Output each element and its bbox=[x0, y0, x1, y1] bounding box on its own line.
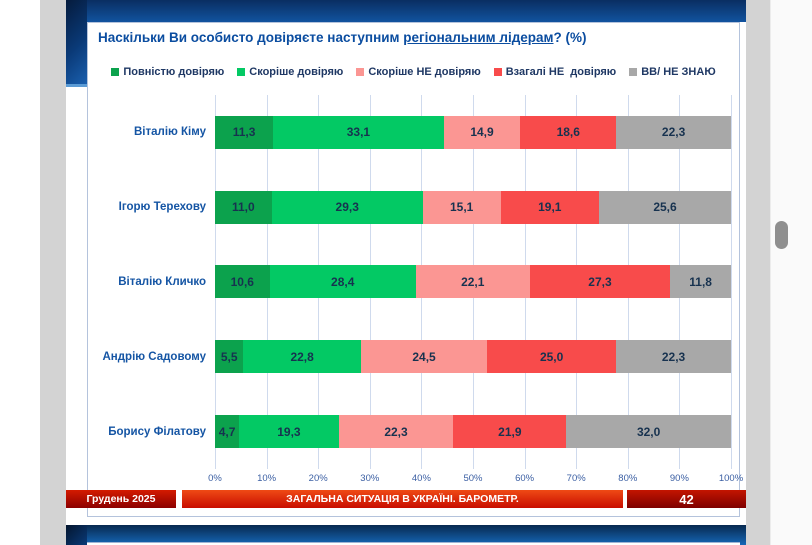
chart-area: Віталію Кіму 11,3 33,1 14,9 18,6 22,3 Ігорю Те… bbox=[88, 95, 743, 484]
bar-segment: 11,0 bbox=[215, 190, 272, 224]
footer-page-number: 42 bbox=[627, 490, 746, 508]
bar-segment: 22,1 bbox=[415, 265, 530, 299]
bar-segment: 25,0 bbox=[487, 340, 617, 374]
x-axis-tick-label: 70% bbox=[566, 473, 586, 484]
bar-segment: 5,5 bbox=[215, 340, 244, 374]
bar-segment: 28,4 bbox=[269, 265, 416, 299]
category-label: Віталію Кличко bbox=[118, 275, 206, 288]
bar-segment: 19,3 bbox=[239, 415, 339, 449]
slide-content-panel: Наскільки Ви особисто довіряєте наступни… bbox=[87, 22, 743, 517]
legend-item: Скоріше НЕ довіряю bbox=[356, 65, 481, 79]
legend-label: Скоріше НЕ довіряю bbox=[368, 66, 481, 78]
bar-segment: 22,3 bbox=[616, 340, 732, 374]
bar-segment: 11,3 bbox=[215, 115, 274, 149]
stacked-bar: 11,0 29,3 15,1 19,1 25,6 bbox=[215, 190, 731, 224]
bar-segment: 22,3 bbox=[616, 115, 731, 149]
next-slide-top-bar bbox=[66, 525, 746, 545]
chart-title: Наскільки Ви особисто довіряєте наступни… bbox=[98, 30, 731, 45]
legend-item: Повністю довіряю bbox=[111, 65, 224, 79]
chart-title-prefix: Наскільки Ви особисто довіряєте наступни… bbox=[98, 30, 404, 45]
chart-legend: Повністю довіряю Скоріше довіряю Скоріше Н… bbox=[88, 65, 739, 79]
next-slide-panel-edge bbox=[87, 542, 740, 545]
bar-segment: 10,6 bbox=[215, 265, 270, 299]
bar-segment: 19,1 bbox=[500, 190, 600, 224]
chart-rows: Віталію Кіму 11,3 33,1 14,9 18,6 22,3 Ігорю Те… bbox=[88, 95, 739, 469]
legend-swatch-icon bbox=[493, 68, 502, 76]
bar-segment: 24,5 bbox=[360, 340, 488, 374]
legend-item: Скоріше довіряю bbox=[237, 65, 343, 79]
bar-segment: 11,8 bbox=[670, 265, 732, 299]
scrollbar-track[interactable] bbox=[770, 0, 812, 545]
slide-footer: Грудень 2025 ЗАГАЛЬНА СИТУАЦІЯ В УКРАЇНІ… bbox=[66, 490, 746, 508]
x-axis-tick-label: 100% bbox=[718, 473, 744, 484]
x-axis-tick-label: 30% bbox=[360, 473, 380, 484]
bar-segment: 25,6 bbox=[599, 190, 731, 224]
slide-top-bar bbox=[66, 0, 746, 22]
slide-accent-block bbox=[66, 0, 87, 87]
x-axis-tick-label: 90% bbox=[669, 473, 689, 484]
legend-swatch-icon bbox=[356, 68, 365, 76]
stacked-bar: 4,7 19,3 22,3 21,9 32,0 bbox=[215, 415, 732, 449]
chart-row: Віталію Кіму 11,3 33,1 14,9 18,6 22,3 bbox=[88, 95, 739, 170]
x-axis-tick-label: 20% bbox=[308, 473, 328, 484]
x-axis-tick-label: 60% bbox=[515, 473, 535, 484]
category-label: Андрію Садовому bbox=[102, 350, 207, 363]
x-axis-tick-label: 10% bbox=[257, 473, 277, 484]
footer-date: Грудень 2025 bbox=[66, 490, 176, 508]
x-axis-tick-label: 40% bbox=[411, 473, 431, 484]
bar-segment: 4,7 bbox=[215, 415, 240, 449]
legend-swatch-icon bbox=[111, 68, 120, 76]
legend-label: ВВ/ НЕ ЗНАЮ bbox=[641, 66, 716, 78]
category-label: Ігорю Терехову bbox=[118, 201, 206, 214]
chart-row: Борису Філатову 4,7 19,3 22,3 21,9 32,0 bbox=[88, 394, 739, 469]
viewer-right-margin bbox=[746, 0, 770, 545]
bar-segment: 21,9 bbox=[453, 415, 567, 449]
legend-label: Повністю довіряю bbox=[123, 66, 225, 78]
x-axis-tick-label: 80% bbox=[618, 473, 638, 484]
footer-series-title: ЗАГАЛЬНА СИТУАЦІЯ В УКРАЇНІ. БАРОМЕТР. bbox=[182, 490, 623, 508]
gridline bbox=[731, 95, 732, 469]
bar-segment: 22,3 bbox=[338, 415, 454, 449]
chart-title-suffix: ? (%) bbox=[553, 30, 587, 45]
slide-42: Наскільки Ви особисто довіряєте наступни… bbox=[66, 0, 746, 517]
chart-row: Віталію Кличко 10,6 28,4 22,1 27,3 11,8 bbox=[88, 245, 739, 320]
bar-segment: 15,1 bbox=[422, 190, 501, 224]
chart-row: Ігорю Терехову 11,0 29,3 15,1 19,1 25,6 bbox=[88, 170, 739, 245]
x-axis-ticks: 0% 10% 20% 30% 40% 50% 60% 70% 80% 90% 100% bbox=[208, 473, 743, 487]
x-axis-tick-label: 0% bbox=[208, 473, 222, 484]
x-axis-tick-label: 50% bbox=[463, 473, 483, 484]
legend-label: Взагалі НЕ довіряю bbox=[505, 66, 617, 78]
next-slide-accent-block bbox=[66, 525, 87, 545]
category-label: Віталію Кіму bbox=[133, 126, 206, 139]
legend-item: Взагалі НЕ довіряю bbox=[493, 65, 617, 79]
legend-swatch-icon bbox=[629, 68, 638, 76]
bar-segment: 29,3 bbox=[271, 190, 423, 224]
category-label: Борису Філатову bbox=[108, 425, 206, 438]
legend-label: Скоріше довіряю bbox=[249, 66, 344, 78]
bar-segment: 18,6 bbox=[520, 115, 617, 149]
stacked-bar: 10,6 28,4 22,1 27,3 11,8 bbox=[215, 265, 732, 299]
bar-segment: 33,1 bbox=[273, 115, 444, 149]
bar-segment: 22,8 bbox=[243, 340, 361, 374]
scrollbar-thumb[interactable] bbox=[775, 221, 788, 249]
bar-segment: 27,3 bbox=[529, 265, 671, 299]
stacked-bar: 11,3 33,1 14,9 18,6 22,3 bbox=[215, 115, 731, 149]
viewer-left-margin bbox=[40, 0, 66, 545]
bar-segment: 32,0 bbox=[566, 415, 732, 449]
chart-row: Андрію Садовому 5,5 22,8 24,5 25,0 22,3 bbox=[88, 319, 739, 394]
legend-swatch-icon bbox=[237, 68, 246, 76]
bar-segment: 14,9 bbox=[443, 115, 521, 149]
chart-title-underlined: регіональним лідерам bbox=[403, 30, 554, 45]
legend-item: ВВ/ НЕ ЗНАЮ bbox=[629, 65, 716, 79]
stacked-bar: 5,5 22,8 24,5 25,0 22,3 bbox=[215, 340, 732, 374]
